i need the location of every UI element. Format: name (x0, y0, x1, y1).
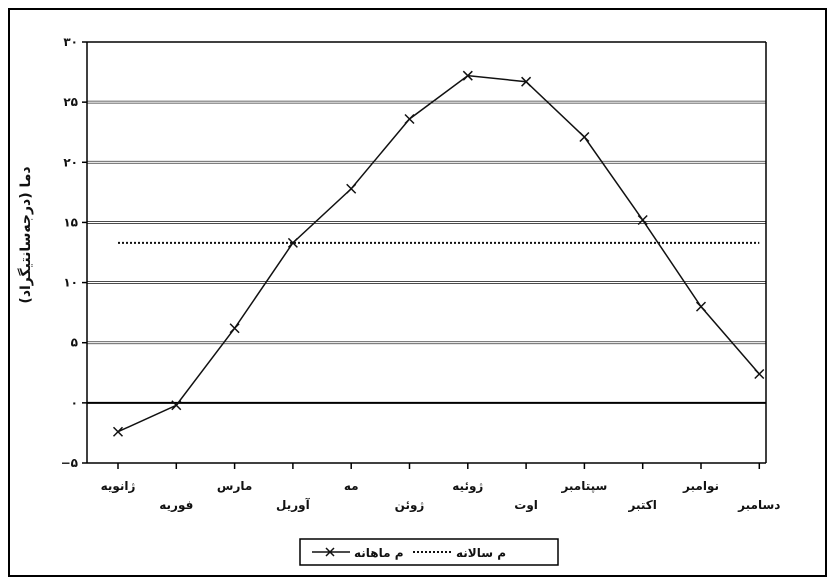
chart-frame (8, 8, 827, 577)
data-point-marker (346, 183, 357, 194)
x-tick-label: دسامبر (737, 498, 780, 512)
y-tick-label: ۱۵ (63, 215, 78, 229)
gridlines (87, 100, 766, 404)
data-point-marker (462, 70, 473, 81)
legend-x-marker (325, 547, 335, 557)
data-point-marker (229, 323, 240, 334)
x-axis: ژانویه فوریه مارس آوریل مه ژوئن ژوئیه اوت سپتامب… (87, 462, 780, 513)
y-tick-label: ۲۵ (63, 95, 78, 109)
y-tick-label: ۱۰ (63, 276, 78, 290)
x-tick-label: سپتامبر (560, 479, 607, 493)
x-tick-label: ژانویه (101, 479, 136, 494)
plot-area (112, 70, 765, 437)
x-tick-label: اوت (514, 498, 538, 513)
x-tick-label: مه (344, 479, 359, 493)
data-point-marker (637, 214, 648, 226)
legend: م سالانه م ماهانه (299, 538, 559, 566)
data-point-marker (404, 113, 415, 125)
y-axis-label: دما (درجه‌سانتیگراد) (17, 166, 34, 303)
x-tick-label: فوریه (159, 498, 193, 513)
series-line-monthly-mean (117, 74, 760, 433)
x-tick-label: اکتبر (628, 498, 657, 512)
y-tick-label: ۰ (71, 396, 78, 410)
y-axis: −۵ ۰ ۵ ۱۰ ۱۵ ۲۰ ۲۵ ۳۰ (61, 35, 767, 470)
x-tick-label: ژوئیه (452, 479, 483, 494)
legend-label-annual: م سالانه (456, 546, 506, 561)
data-point-marker (754, 368, 765, 380)
data-point-marker (112, 426, 124, 437)
data-point-marker (287, 237, 298, 248)
x-tick-label: ژوئن (395, 498, 425, 513)
y-tick-label: −۵ (61, 456, 78, 470)
x-tick-label: مارس (217, 479, 252, 493)
x-tick-label: نوامبر (682, 479, 719, 494)
y-tick-label: ۳۰ (63, 35, 78, 49)
data-point-marker (521, 76, 532, 87)
data-point-marker (171, 400, 182, 411)
x-tick-label: آوریل (276, 497, 311, 513)
y-tick-label: ۲۰ (63, 155, 78, 169)
data-point-marker (695, 301, 707, 312)
data-point-marker (579, 131, 590, 143)
y-tick-label: ۵ (71, 336, 78, 350)
legend-label-monthly: م ماهانه (354, 546, 404, 561)
